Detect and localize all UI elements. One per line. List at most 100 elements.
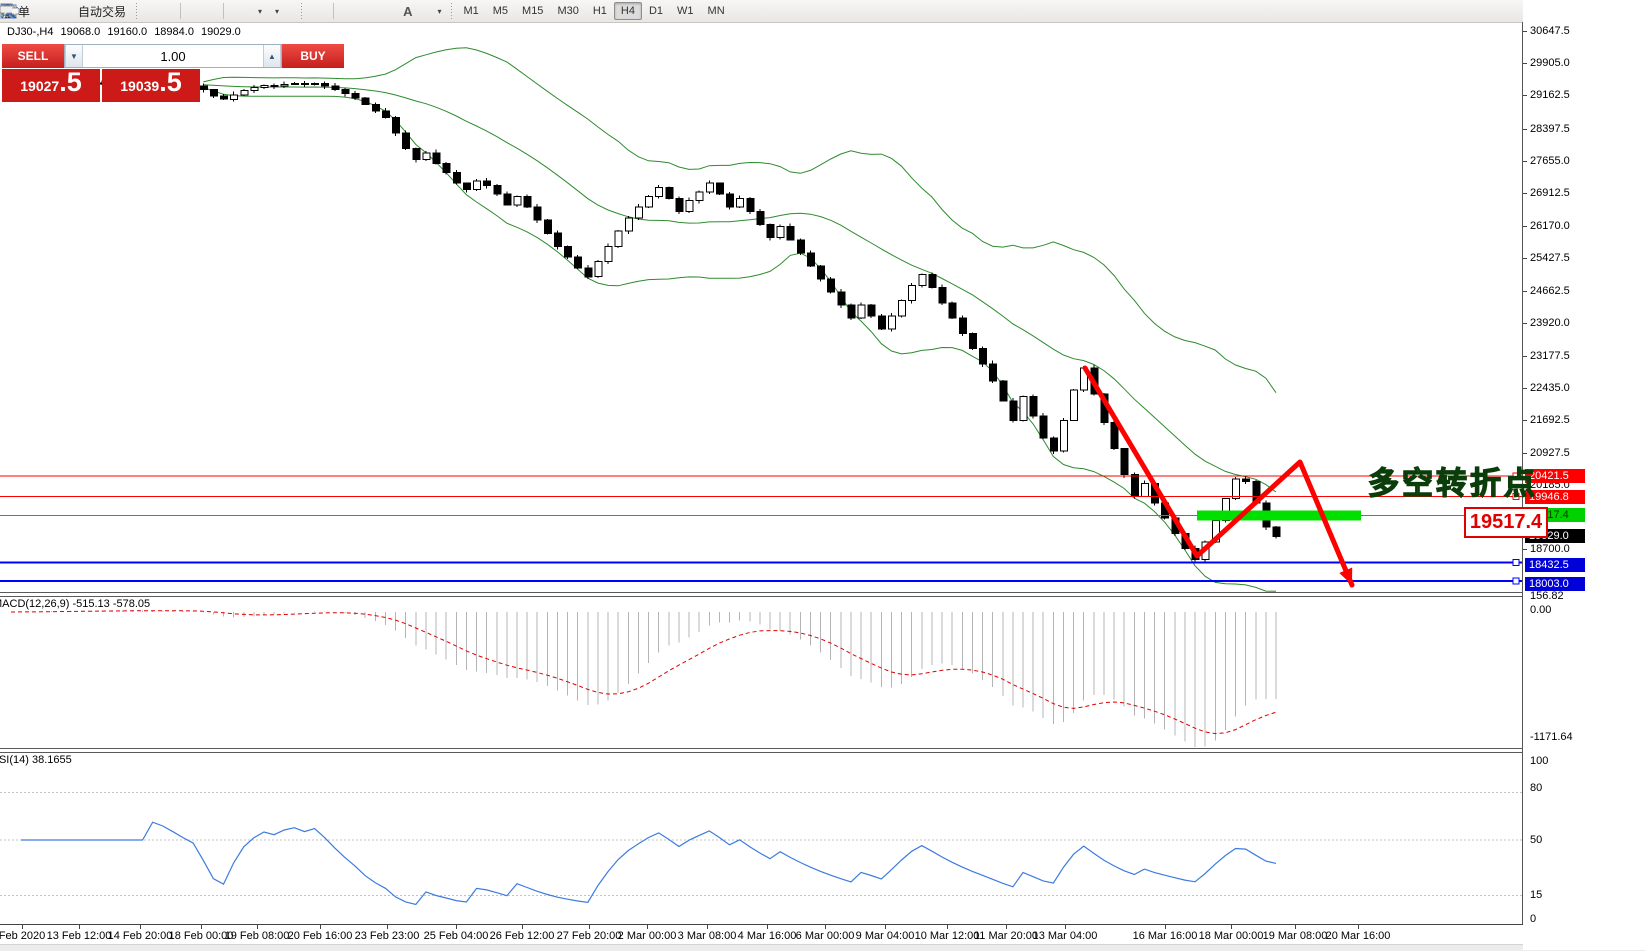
timeframe-button-m30[interactable]: M30	[557, 5, 579, 17]
bearish-candle	[574, 256, 583, 269]
trendline-icon[interactable]	[1, 0, 373, 22]
macd-scale-label: 156.82	[1530, 590, 1564, 602]
horizontal-line-icon[interactable]	[1, 0, 361, 22]
new-chart-icon[interactable]: ▾	[0, 0, 268, 22]
time-tick-mark	[947, 925, 948, 929]
autotrade-button[interactable]: 自动交易	[1, 0, 132, 22]
bullish-candle	[857, 304, 866, 319]
bearish-candle	[543, 219, 552, 234]
macd-indicator-pane[interactable]	[0, 595, 1522, 748]
axis-tick-mark	[1523, 485, 1527, 486]
crosshair-icon[interactable]	[1, 0, 330, 22]
high-value: 19160.0	[107, 26, 148, 38]
cursor-icon[interactable]	[4, 0, 318, 22]
volume-input[interactable]	[83, 45, 263, 67]
sell-button-label: SELL	[17, 49, 49, 63]
price-axis[interactable]: 30647.5 29905.0 29162.5 28397.5 27655.0 26912…	[1523, 0, 1645, 950]
line-chart-icon[interactable]	[0, 0, 177, 22]
axis-tick-mark	[1523, 193, 1527, 194]
rsi-indicator-pane[interactable]	[0, 751, 1522, 924]
equidistant-channel-icon[interactable]: E	[1, 0, 385, 22]
signals-icon[interactable]	[1, 0, 72, 22]
timeframe-button-h1[interactable]: H1	[592, 5, 607, 17]
auto-scroll-icon[interactable]	[2, 0, 239, 22]
time-axis[interactable]: Feb 2020 13 Feb 12:00 14 Feb 20:00 18 Feb 0…	[0, 925, 1645, 944]
time-tick-mark	[320, 925, 321, 929]
timeframe-button-h4[interactable]: H4	[613, 2, 642, 20]
fibonacci-icon[interactable]: F	[1, 0, 397, 22]
timeframe-button-w1[interactable]: W1	[677, 5, 694, 17]
timeframe-button-m1[interactable]: M1	[463, 5, 479, 17]
bearish-candle	[584, 267, 593, 278]
candlestick-chart-icon[interactable]	[2, 0, 165, 22]
bearish-candle	[392, 117, 401, 134]
time-tick-label: 26 Feb 12:00	[489, 930, 555, 942]
timeframe-button-d1[interactable]: D1	[648, 5, 664, 17]
sell-button[interactable]: SELL	[2, 44, 64, 68]
price-tick-label: 27655.0	[1530, 155, 1570, 167]
toolbar-grip[interactable]	[299, 3, 305, 19]
price-tick-label: 30647.5	[1530, 25, 1570, 37]
price-tick-label: 20927.5	[1530, 447, 1570, 459]
zoom-in-icon[interactable]	[1, 0, 196, 22]
buy-price-display[interactable]: 19039 .5	[102, 69, 200, 102]
time-tick-mark	[522, 925, 523, 929]
pane-separator[interactable]	[0, 748, 1522, 753]
time-tick-label: 3 Mar 08:00	[677, 930, 737, 942]
main-price-chart[interactable]	[0, 22, 1522, 592]
bullish-candle	[280, 83, 289, 87]
text-icon[interactable]: A	[403, 3, 413, 19]
volume-increase-button[interactable]: ▲	[263, 45, 281, 67]
line-end-handle[interactable]	[1512, 472, 1520, 480]
bearish-candle	[999, 380, 1008, 402]
sell-price-main: 19027	[20, 78, 60, 94]
tile-windows-icon[interactable]	[1, 0, 220, 22]
toolbar-grip[interactable]	[134, 3, 140, 19]
price-badge: 20421.5	[1525, 469, 1585, 483]
bearish-candle	[1242, 478, 1251, 482]
chart-shift-icon[interactable]	[2, 0, 251, 22]
pane-separator[interactable]	[0, 592, 1522, 597]
timeframe-button-m5[interactable]: M5	[492, 5, 509, 17]
zoom-out-icon[interactable]	[1, 0, 208, 22]
sell-price-display[interactable]: 19027 .5	[2, 69, 100, 102]
terminal-icon[interactable]	[0, 0, 60, 22]
axis-tick-mark	[1523, 129, 1527, 130]
bullish-candle	[918, 274, 927, 287]
timeframe-button-mn[interactable]: MN	[707, 5, 725, 17]
rsi-scale-label: 0	[1530, 913, 1537, 925]
volume-decrease-button[interactable]: ▼	[65, 45, 83, 67]
indicators-icon[interactable]	[0, 0, 297, 22]
bearish-candle	[1009, 400, 1018, 421]
shapes-icon[interactable]: ▾	[1, 0, 447, 22]
rsi-name: RSI(14)	[0, 754, 29, 766]
buy-button[interactable]: BUY	[282, 44, 344, 68]
vertical-line-icon[interactable]	[5, 0, 349, 22]
buy-price-main: 19039	[120, 78, 160, 94]
axis-tick-mark	[1523, 453, 1527, 454]
bearish-candle	[462, 182, 471, 191]
toolbar-grip[interactable]	[449, 3, 455, 19]
time-tick-mark	[885, 925, 886, 929]
text-label-icon[interactable]: T	[1, 0, 430, 22]
bearish-candle	[361, 97, 370, 105]
bar-chart-icon[interactable]	[2, 0, 153, 22]
bearish-candle	[199, 85, 208, 91]
line-end-handle[interactable]	[1512, 577, 1520, 585]
line-end-handle[interactable]	[1512, 493, 1520, 501]
period-clock-icon[interactable]: ▾	[1, 0, 285, 22]
bullish-candle	[776, 226, 785, 239]
main-toolbar: 订单 自动交易 ▾ ▾	[0, 0, 1645, 23]
chat-icon[interactable]	[0, 0, 1637, 22]
line-end-handle[interactable]	[1512, 559, 1520, 566]
price-badge: 18003.0	[1525, 577, 1585, 591]
bearish-candle	[948, 302, 957, 319]
close-value: 19029.0	[201, 26, 241, 38]
price-tick-label: 26912.5	[1530, 187, 1570, 199]
bearish-candle	[341, 89, 350, 95]
timeframe-button-m15[interactable]: M15	[522, 5, 544, 17]
bullish-candle	[513, 195, 522, 206]
bearish-candle	[867, 304, 876, 317]
bearish-candle	[1272, 526, 1281, 538]
history-icon[interactable]	[1, 0, 48, 22]
